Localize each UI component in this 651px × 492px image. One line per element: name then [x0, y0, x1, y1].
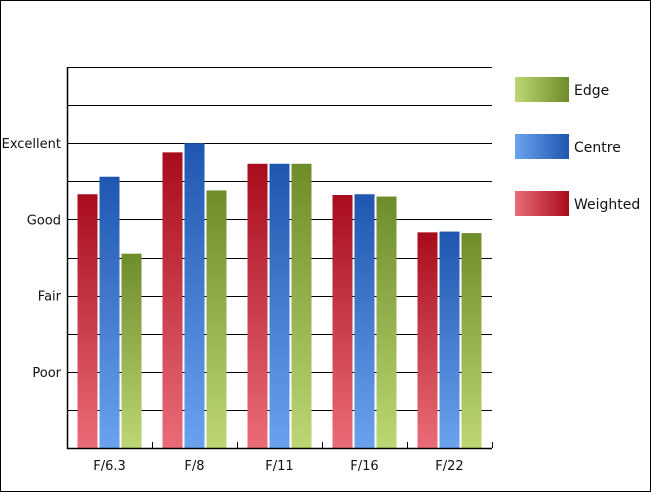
legend-swatch-weighted: [515, 191, 569, 216]
legend-label-centre: Centre: [574, 140, 621, 156]
axes: [66, 67, 493, 450]
bar-weighted-f-11: [247, 163, 268, 449]
bar-edge-f-8: [206, 190, 227, 448]
y-tick-label-excellent: Excellent: [2, 137, 61, 152]
legend-swatch-centre: [515, 134, 569, 159]
bar-edge-f-6-3: [121, 253, 142, 448]
bar-edge-f-11: [291, 163, 312, 449]
bar-edge-f-22: [461, 233, 482, 448]
bar-edge-f-16: [376, 196, 397, 448]
x-tick-label-f-22: F/22: [435, 459, 463, 474]
bar-weighted-f-16: [332, 195, 353, 448]
y-tick-label-fair: Fair: [38, 290, 62, 305]
x-tick-label-f-16: F/16: [350, 459, 378, 474]
bar-centre-f-11: [269, 163, 290, 449]
y-tick-label-poor: Poor: [32, 366, 61, 381]
x-tick-label-f-6-3: F/6.3: [93, 459, 126, 474]
bar-centre-f-8: [184, 143, 205, 448]
legend-label-weighted: Weighted: [574, 197, 640, 213]
bar-weighted-f-22: [417, 232, 438, 448]
bar-weighted-f-8: [162, 152, 183, 448]
y-tick-labels: Poor Fair Good Excellent: [2, 137, 62, 381]
legend-label-edge: Edge: [574, 83, 609, 99]
bar-centre-f-6-3: [99, 176, 120, 448]
legend-swatch-edge: [515, 77, 569, 102]
x-tick-label-f-8: F/8: [184, 459, 204, 474]
y-tick-label-good: Good: [27, 213, 61, 228]
bar-weighted-f-6-3: [77, 194, 98, 448]
x-tick-label-f-11: F/11: [265, 459, 293, 474]
bars: [77, 143, 482, 449]
legend: Edge Centre Weighted: [515, 77, 640, 216]
bar-centre-f-16: [354, 194, 375, 448]
bar-centre-f-22: [439, 231, 460, 448]
x-tick-labels: F/6.3 F/8 F/11 F/16 F/22: [93, 459, 463, 474]
